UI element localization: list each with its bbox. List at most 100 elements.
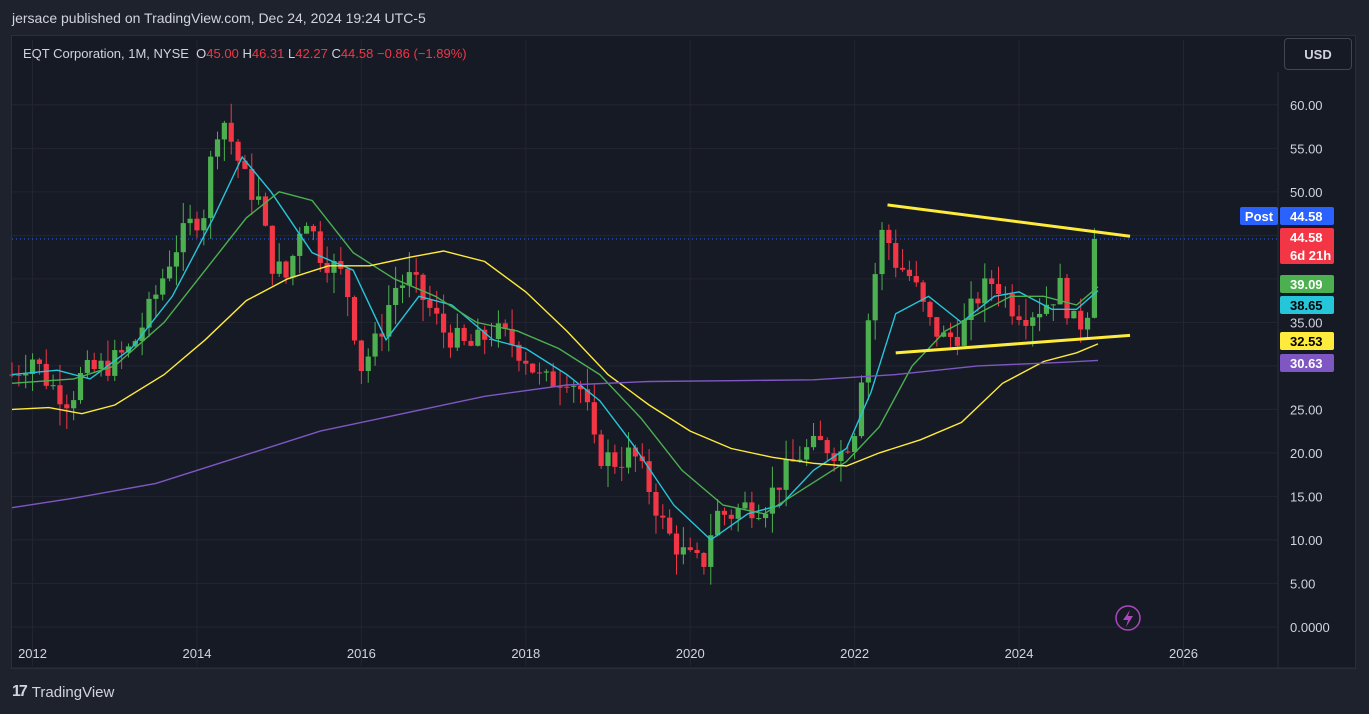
y-tick-label: 50.00 xyxy=(1290,185,1323,200)
candle-down xyxy=(235,141,241,161)
candle-down xyxy=(653,492,659,516)
candle-up xyxy=(769,487,776,514)
candle-up xyxy=(23,373,29,376)
high-value: 46.31 xyxy=(251,46,285,61)
candle-up xyxy=(399,285,406,288)
x-tick-label: 2018 xyxy=(511,646,540,661)
candle-down xyxy=(262,196,269,226)
candle-down xyxy=(632,447,639,457)
candle-down xyxy=(701,552,707,567)
candle-up xyxy=(77,372,84,401)
y-tick-label: 35.00 xyxy=(1290,315,1323,330)
candle-up xyxy=(941,332,947,337)
candle-up xyxy=(84,359,90,373)
candle-up xyxy=(1084,317,1091,330)
trendline[interactable] xyxy=(887,203,1131,238)
publisher-line: jersace published on TradingView.com, De… xyxy=(12,10,426,26)
candle-up xyxy=(865,320,871,383)
candle-up xyxy=(543,371,549,373)
candle-down xyxy=(269,225,275,274)
candle-down xyxy=(598,434,604,467)
moving-average-line xyxy=(11,191,1099,515)
candle-up xyxy=(804,447,810,460)
candle-down xyxy=(728,514,734,519)
candle-down xyxy=(899,267,906,270)
lightning-icon[interactable] xyxy=(1115,605,1141,631)
tradingview-logo-icon: 17 xyxy=(12,683,28,700)
candle-down xyxy=(913,276,919,283)
candle-down xyxy=(584,389,591,403)
candle-down xyxy=(194,218,200,231)
candle-up xyxy=(180,223,186,253)
post-label-badge xyxy=(1240,207,1278,225)
open-label: O xyxy=(196,46,207,61)
candle-up xyxy=(276,261,282,274)
candle-up xyxy=(208,156,214,219)
symbol-label[interactable]: EQT Corporation, 1M, NYSE xyxy=(23,46,189,61)
candle-down xyxy=(351,297,358,341)
candle-up xyxy=(810,435,817,448)
post-price-value: 44.58 xyxy=(1290,209,1323,224)
ohlc-legend: EQT Corporation, 1M, NYSE O45.00 H46.31 … xyxy=(23,46,467,61)
candle-up xyxy=(715,510,721,536)
candle-down xyxy=(886,229,892,244)
candle-down xyxy=(420,274,426,300)
candle-down xyxy=(578,385,584,390)
candle-down xyxy=(36,359,43,364)
x-tick-label: 2024 xyxy=(1005,646,1034,661)
candle-up xyxy=(797,459,803,462)
candle-down xyxy=(687,547,693,551)
candle-down xyxy=(242,160,248,169)
y-tick-label: 60.00 xyxy=(1290,98,1323,113)
candle-down xyxy=(461,327,467,341)
candle-up xyxy=(1043,304,1050,314)
candle-down xyxy=(975,298,981,304)
candle-down xyxy=(694,550,700,553)
candle-down xyxy=(482,329,488,340)
candle-down xyxy=(9,374,15,376)
candle-down xyxy=(310,225,317,232)
candle-up xyxy=(495,323,501,340)
candle-up xyxy=(331,261,337,273)
candle-up xyxy=(187,218,193,224)
candle-down xyxy=(1078,310,1084,330)
tradingview-logo[interactable]: 17 TradingView xyxy=(12,683,114,701)
post-price-badge xyxy=(1280,207,1334,225)
candle-up xyxy=(735,508,741,519)
candle-down xyxy=(43,363,49,386)
candle-down xyxy=(920,282,926,302)
candle-down xyxy=(358,340,364,371)
candle-down xyxy=(317,231,323,263)
candle-down xyxy=(345,268,351,298)
x-tick-label: 2026 xyxy=(1169,646,1198,661)
x-tick-label: 2014 xyxy=(183,646,212,661)
x-tick-label: 2016 xyxy=(347,646,376,661)
currency-button[interactable]: USD xyxy=(1284,38,1352,70)
candle-up xyxy=(879,229,885,275)
ma-value-label: 38.65 xyxy=(1290,298,1323,313)
candle-up xyxy=(838,451,844,461)
candle-down xyxy=(427,299,433,308)
candle-down xyxy=(1009,293,1015,317)
candle-up xyxy=(1057,277,1063,305)
ma-value-label: 39.09 xyxy=(1290,277,1323,292)
trendline[interactable] xyxy=(895,333,1131,355)
candle-down xyxy=(550,371,556,387)
bar-countdown: 6d 21h xyxy=(1290,248,1331,263)
ma-value-label: 32.53 xyxy=(1290,334,1323,349)
y-tick-label: 0.0000 xyxy=(1290,620,1330,635)
candle-up xyxy=(297,233,303,256)
candle-down xyxy=(995,283,1002,294)
y-tick-label: 25.00 xyxy=(1290,402,1323,417)
ma-value-badge xyxy=(1280,275,1334,293)
candle-down xyxy=(646,461,652,493)
candle-up xyxy=(386,304,392,337)
candle-up xyxy=(756,518,762,520)
y-tick-label: 10.00 xyxy=(1290,533,1323,548)
candle-down xyxy=(612,452,618,467)
candle-down xyxy=(947,332,954,337)
tradingview-brand: TradingView xyxy=(31,683,115,701)
last-price-value: 44.58 xyxy=(1290,230,1323,245)
candle-up xyxy=(365,356,371,371)
